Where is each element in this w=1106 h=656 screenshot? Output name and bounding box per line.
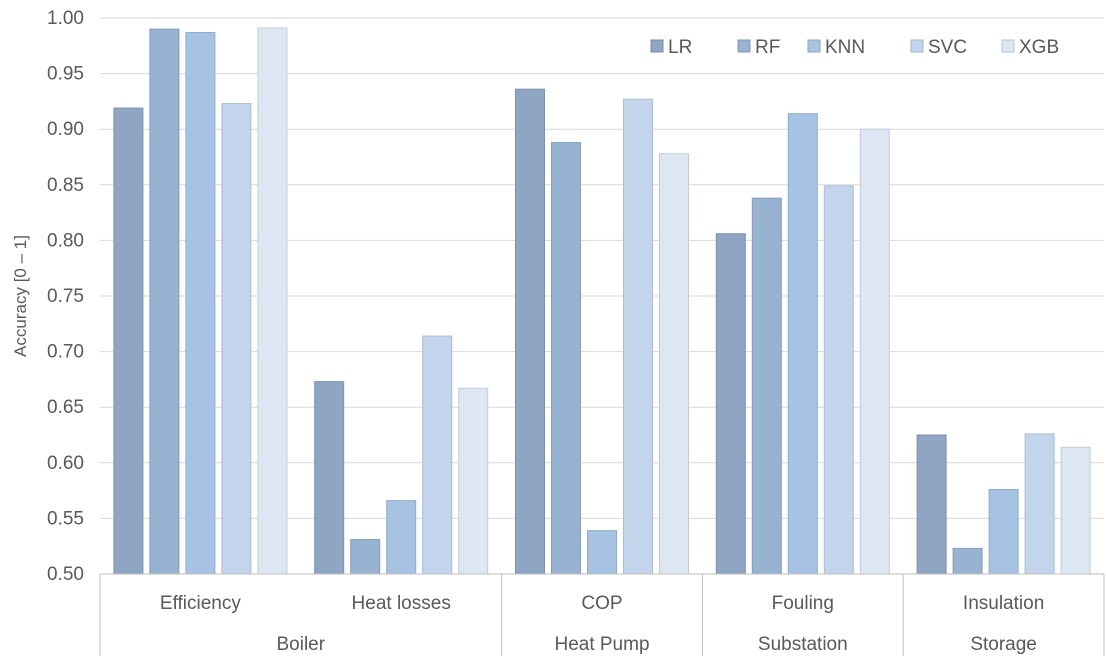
- x-category-label: Efficiency: [160, 593, 241, 614]
- y-axis-title: Accuracy [0 – 1]: [11, 235, 30, 357]
- y-tick-label: 1.00: [47, 8, 84, 29]
- bar-knn: [587, 530, 617, 575]
- legend-label-knn: KNN: [825, 37, 865, 58]
- legend-swatch-rf: [737, 39, 751, 53]
- x-category-label: Heat losses: [352, 593, 451, 614]
- bar-lr: [113, 107, 144, 575]
- bar-rf: [350, 539, 381, 575]
- legend: LR RF KNN SVC XGB: [650, 37, 1059, 58]
- bar-rf: [149, 28, 180, 575]
- y-tick-label: 0.70: [47, 342, 84, 363]
- bar-rf: [751, 197, 782, 575]
- y-tick-label: 0.80: [47, 230, 84, 251]
- bar-svc: [1024, 433, 1055, 575]
- x-category-label: Insulation: [963, 593, 1044, 614]
- bar-svc: [823, 185, 854, 575]
- x-category-label: Fouling: [772, 593, 834, 614]
- bars: [113, 27, 1091, 575]
- x-group-label: Substation: [758, 634, 848, 655]
- bar-xgb: [257, 27, 288, 575]
- bar-knn: [787, 113, 818, 575]
- legend-label-xgb: XGB: [1019, 37, 1059, 58]
- x-group-label: Heat Pump: [554, 634, 649, 655]
- bar-knn: [185, 31, 216, 575]
- bar-knn: [386, 500, 417, 575]
- bar-xgb: [458, 387, 489, 575]
- legend-swatch-svc: [910, 39, 924, 53]
- bar-lr: [715, 233, 746, 575]
- legend-label-rf: RF: [755, 37, 780, 58]
- legend-swatch-lr: [650, 39, 664, 53]
- y-tick-label: 0.65: [47, 397, 84, 418]
- x-axis: Efficiency Heat losses COP Fouling Insulatio…: [99, 573, 1105, 656]
- legend-label-svc: SVC: [928, 37, 967, 58]
- bar-svc: [623, 98, 653, 575]
- bar-svc: [422, 335, 453, 575]
- bar-lr: [515, 88, 545, 575]
- bar-lr: [916, 434, 947, 575]
- x-group-label: Storage: [970, 634, 1037, 655]
- bar-xgb: [1060, 446, 1091, 575]
- bar-lr: [314, 381, 345, 575]
- y-tick-label: 0.50: [47, 564, 84, 585]
- y-tick-label: 0.55: [47, 508, 84, 529]
- legend-label-lr: LR: [668, 37, 692, 58]
- x-category-label: COP: [581, 593, 622, 614]
- y-tick-label: 0.85: [47, 175, 84, 196]
- legend-swatch-knn: [807, 39, 821, 53]
- y-axis-ticks: 0.50 0.55 0.60 0.65 0.70 0.75 0.80 0.85 0.90 0.95…: [47, 8, 84, 585]
- bar-xgb: [859, 128, 890, 575]
- y-tick-label: 0.90: [47, 119, 84, 140]
- legend-swatch-xgb: [1001, 39, 1015, 53]
- y-tick-label: 0.75: [47, 286, 84, 307]
- y-tick-label: 0.60: [47, 453, 84, 474]
- bar-knn: [988, 488, 1019, 575]
- bar-svc: [221, 103, 252, 575]
- bar-xgb: [659, 153, 689, 575]
- y-tick-label: 0.95: [47, 64, 84, 85]
- bar-rf: [952, 547, 983, 575]
- x-group-label: Boiler: [277, 634, 326, 655]
- bar-rf: [551, 142, 581, 575]
